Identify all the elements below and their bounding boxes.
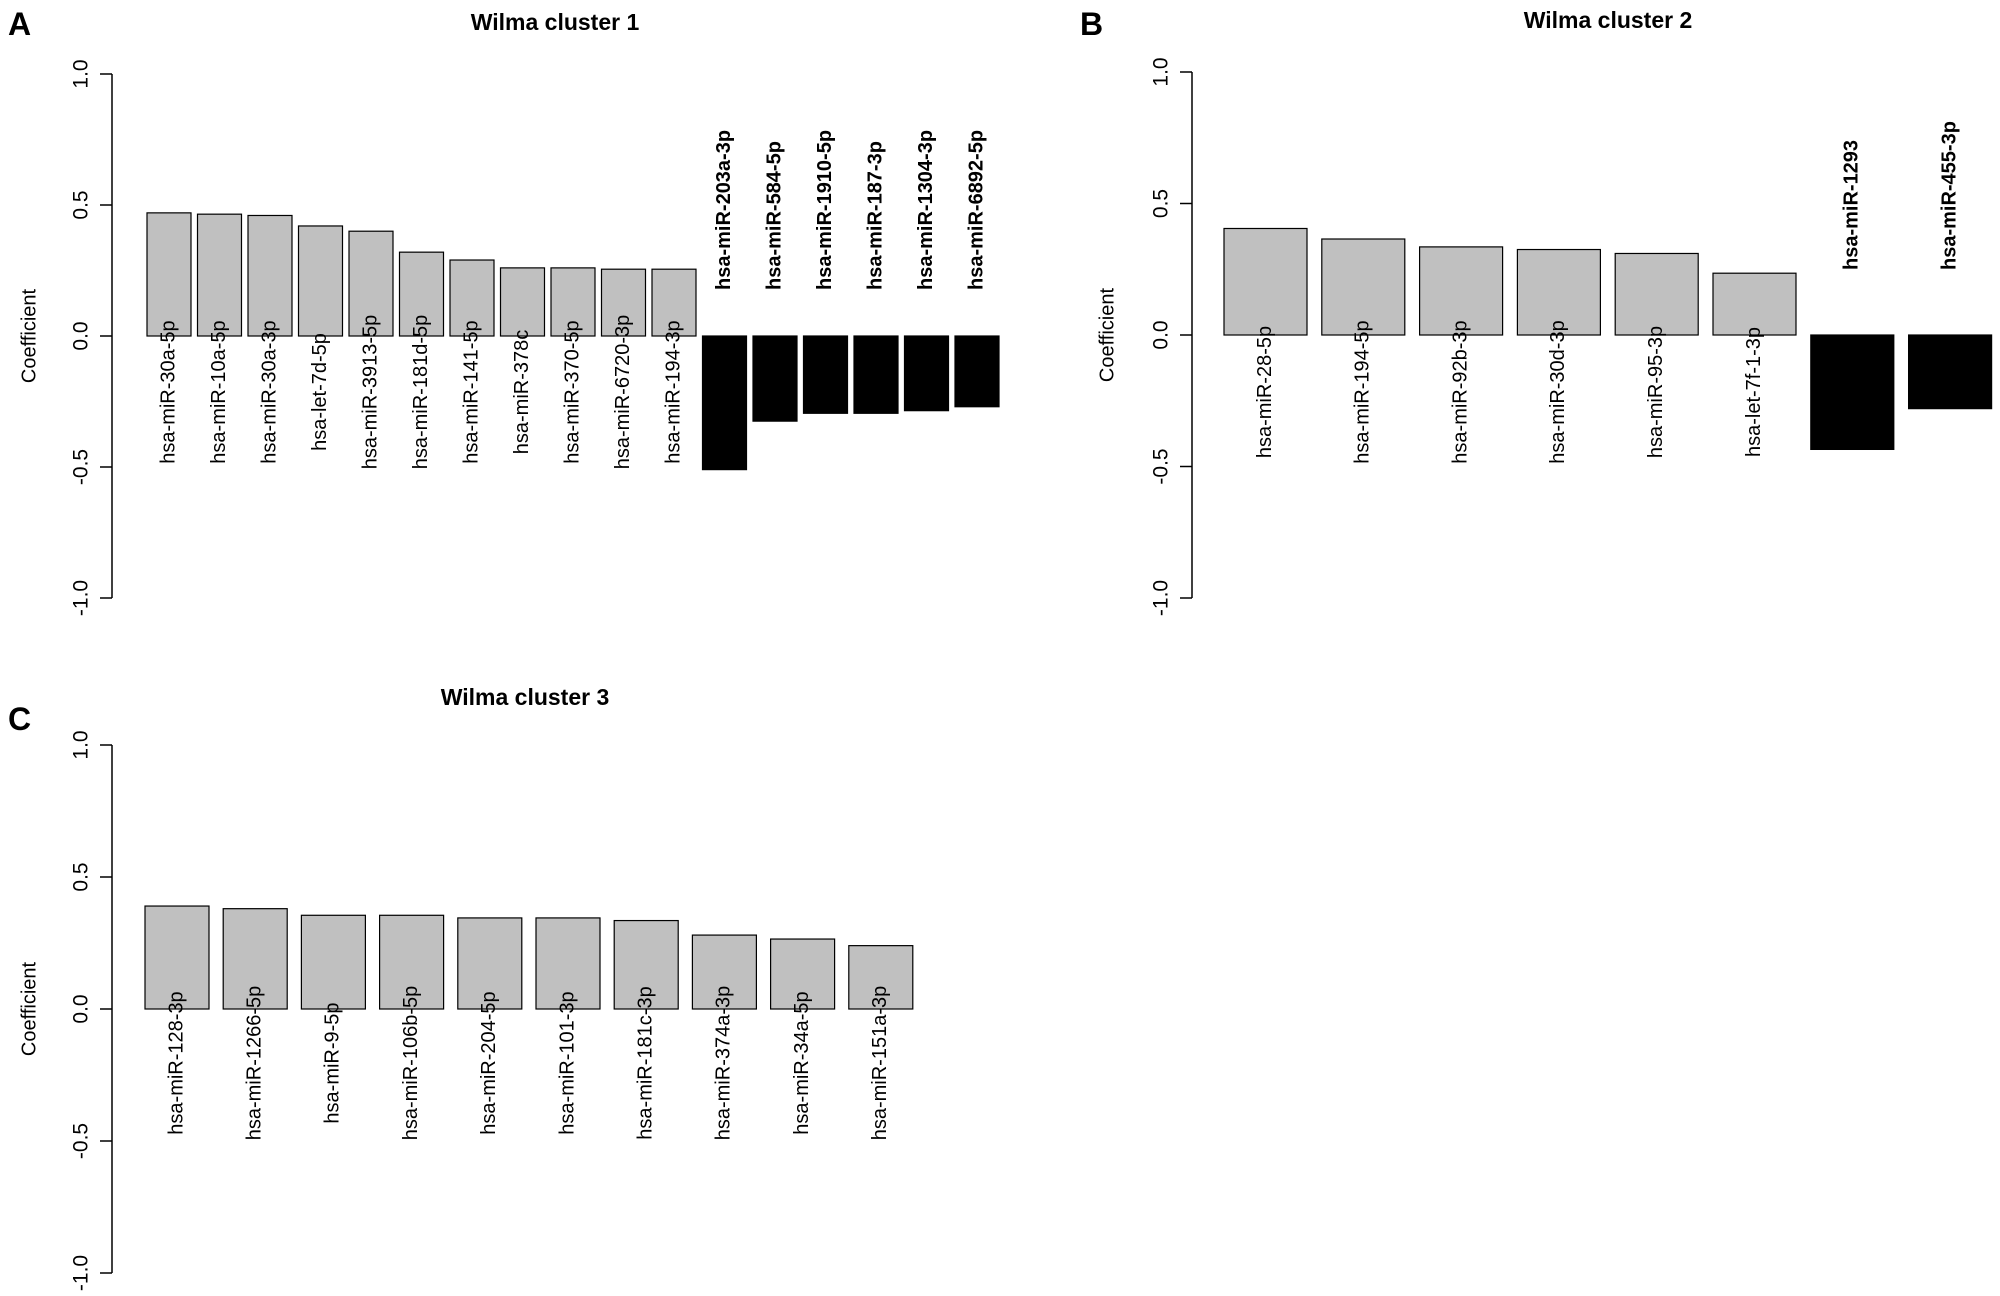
- y-tick-label: 1.0: [1150, 57, 1173, 86]
- category-label: hsa-miR-151a-3p: [869, 986, 891, 1141]
- category-label: hsa-miR-30a-5p: [157, 320, 179, 463]
- category-label: hsa-miR-1910-5p: [814, 130, 836, 290]
- bar: [752, 335, 798, 422]
- category-label: hsa-miR-3913-5p: [359, 315, 381, 470]
- chart-title: Wilma cluster 2: [1524, 7, 1693, 33]
- y-tick-label: 0.5: [70, 862, 93, 891]
- y-axis-label: Coefficient: [18, 288, 40, 383]
- y-tick-label: -1.0: [1150, 580, 1173, 616]
- chart-title: Wilma cluster 3: [441, 684, 610, 710]
- panel-letter: C: [8, 701, 31, 737]
- bar: [379, 914, 445, 1010]
- y-tick-label: -1.0: [70, 1255, 93, 1291]
- category-label: hsa-miR-30d-3p: [1547, 320, 1569, 463]
- chart-title: Wilma cluster 1: [471, 9, 640, 35]
- category-label: hsa-let-7d-5p: [309, 333, 331, 451]
- category-label: hsa-miR-203a-3p: [713, 130, 735, 290]
- category-label: hsa-miR-10a-5p: [208, 320, 230, 463]
- category-label: hsa-miR-1293: [1841, 140, 1863, 270]
- category-label: hsa-let-7f-1-3p: [1743, 327, 1765, 457]
- bar: [1712, 272, 1797, 336]
- y-tick-label: 0.0: [70, 321, 93, 350]
- bar: [903, 335, 950, 412]
- category-label: hsa-miR-101-3p: [556, 991, 578, 1134]
- bar: [146, 212, 192, 337]
- y-axis-label: Coefficient: [18, 961, 40, 1056]
- category-label: hsa-miR-181c-3p: [634, 986, 656, 1139]
- y-tick-label: 0.5: [1150, 189, 1173, 218]
- category-label: hsa-miR-374a-3p: [713, 986, 735, 1141]
- y-tick-label: 1.0: [70, 730, 93, 759]
- category-label: hsa-miR-378c: [511, 330, 533, 454]
- bar: [1418, 246, 1504, 336]
- category-label: hsa-miR-455-3p: [1938, 121, 1960, 270]
- bar: [196, 213, 243, 337]
- category-label: hsa-miR-1266-5p: [243, 986, 265, 1141]
- bar: [297, 225, 344, 337]
- y-tick-label: 0.0: [1150, 320, 1173, 349]
- chart-panel-a: A Wilma cluster 1 -1.0 -0.5 0.0 0.5 1.0 Coeffic…: [8, 6, 1000, 616]
- chart-panel-c: C Wilma cluster 3 -1.0 -0.5 0.0 0.5 1.0 Coeffic…: [8, 684, 914, 1291]
- bar: [1907, 334, 1993, 410]
- category-label: hsa-miR-370-5p: [561, 320, 583, 463]
- bar: [535, 917, 601, 1010]
- y-axis-label: Coefficient: [1096, 287, 1118, 382]
- bar: [348, 230, 394, 337]
- chart-panel-b: B Wilma cluster 2 -1.0 -0.5 0.0 0.5 1.0 Coeffic…: [1080, 6, 1993, 616]
- bar: [457, 917, 523, 1010]
- category-label: hsa-miR-1304-3p: [915, 130, 937, 290]
- bar: [613, 919, 679, 1010]
- y-tick-label: -0.5: [1150, 448, 1173, 484]
- panel-letter: A: [8, 6, 31, 42]
- category-label: hsa-miR-28-5p: [1254, 326, 1276, 458]
- bar: [954, 335, 1000, 408]
- category-label: hsa-miR-204-5p: [478, 991, 500, 1134]
- bar: [802, 335, 849, 414]
- bar: [550, 267, 596, 337]
- category-label: hsa-miR-106b-5p: [400, 986, 422, 1141]
- bar: [1516, 248, 1602, 336]
- y-tick-label: -0.5: [70, 1123, 93, 1159]
- bar: [769, 938, 836, 1010]
- bar: [499, 267, 546, 337]
- y-tick-label: 0.0: [70, 994, 93, 1023]
- bar: [144, 905, 210, 1010]
- bar: [691, 934, 758, 1010]
- y-tick-label: -0.5: [70, 449, 93, 485]
- category-label: hsa-miR-141-5p: [460, 320, 482, 463]
- category-label: hsa-miR-34a-5p: [791, 991, 813, 1134]
- y-tick-label: -1.0: [70, 580, 93, 616]
- category-label: hsa-miR-194-3p: [662, 320, 684, 463]
- bar: [449, 259, 495, 337]
- category-label: hsa-miR-95-3p: [1645, 326, 1667, 458]
- category-label: hsa-miR-194-5p: [1352, 320, 1374, 463]
- bar: [848, 945, 914, 1010]
- y-tick-label: 1.0: [70, 59, 93, 88]
- category-label: hsa-miR-6720-3p: [612, 315, 634, 470]
- bar: [247, 214, 293, 337]
- category-label: hsa-miR-9-5p: [322, 1002, 344, 1123]
- panel-letter: B: [1080, 6, 1103, 42]
- bar: [1223, 227, 1308, 336]
- bar: [600, 268, 647, 337]
- category-label: hsa-miR-181d-5p: [410, 315, 432, 470]
- bar: [853, 335, 899, 414]
- category-label: hsa-miR-92b-3p: [1449, 320, 1471, 463]
- category-label: hsa-miR-584-5p: [763, 141, 785, 290]
- bar: [1321, 238, 1406, 336]
- bar: [222, 908, 288, 1010]
- category-label: hsa-miR-6892-5p: [965, 130, 987, 290]
- bar: [651, 268, 697, 337]
- bar: [300, 914, 366, 1010]
- category-label: hsa-miR-187-3p: [864, 141, 886, 290]
- bar: [701, 335, 748, 471]
- y-tick-label: 0.5: [70, 190, 93, 219]
- bar: [1614, 252, 1699, 336]
- bar: [398, 251, 445, 337]
- category-label: hsa-miR-30a-3p: [258, 320, 280, 463]
- bar: [1810, 334, 1895, 451]
- category-label: hsa-miR-128-3p: [165, 991, 187, 1134]
